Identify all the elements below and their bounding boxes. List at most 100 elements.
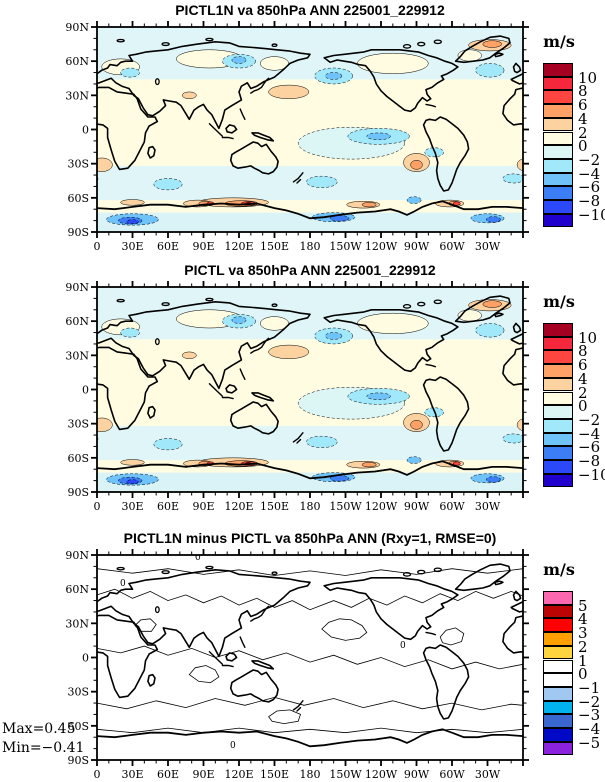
lon-tick-label: 120W [365,240,398,253]
colorbar-cell [543,350,573,365]
lat-tick-label: 60N [65,583,89,596]
lat-tick-label: 60S [67,192,89,205]
lon-tick-label: 150E [260,768,289,781]
colorbar-cell [543,700,573,715]
lon-tick-label: 0 [94,768,101,781]
colorbar-cell [543,473,573,488]
zero-contour-label: 0 [195,553,201,563]
lon-tick-label: 0 [94,240,101,253]
lon-tick-label: 120W [365,500,398,513]
lon-tick-label: 120E [224,240,253,253]
colorbar-cell [543,604,573,619]
colorbar-tick-label: 4 [578,109,588,128]
lon-tick-label: 150E [260,240,289,253]
colorbar-cell [543,418,573,433]
colorbar-cell [543,618,573,633]
lon-tick-label: 60E [157,240,179,253]
lon-tick-label: 0 [94,500,101,513]
lon-tick-label: 90W [404,500,430,513]
zero-contour-label: 0 [400,641,406,651]
colorbar-cell [543,377,573,392]
field-stats: Max=0.45 Min=−0.41 [2,720,84,758]
colorbar-cell [543,336,573,351]
coastlines [97,563,523,748]
colorbar-units-label: m/s [543,292,575,311]
coastlines [97,295,523,480]
colorbar-cell [543,591,573,605]
axis-labels: 0 30E 60E 90E 120E 150E 180 150W 120W 90W 60W 30W 90… [65,281,500,513]
lat-tick-label: 30S [67,158,89,171]
colorbar-tick-label: 0 [578,665,588,684]
lon-tick-label: 150E [260,500,289,513]
lat-tick-label: 30N [65,89,89,102]
colorbar-cell [543,131,573,146]
colorbar-cell [543,460,573,474]
colorbar-tick-label: 3 [578,624,588,643]
lat-tick-label: 0 [82,384,89,397]
colorbar-cell [543,673,573,687]
lon-tick-label: 30W [475,500,501,513]
stat-min: Min=−0.41 [2,740,85,756]
lon-tick-label: 150W [329,240,362,253]
colorbar-tick-label: 10 [578,328,598,347]
lat-tick-label: 30N [65,617,89,630]
axis-labels: 0 30E 60E 90E 120E 150E 180 150W 120W 90W 60W 30W 90… [65,549,500,781]
lon-tick-label: 60E [157,500,179,513]
colorbar-cell [543,63,573,77]
colorbar-cell [543,104,573,118]
colorbar-tick-label: −8 [578,192,601,210]
colorbar-tick-label: −10 [578,465,605,484]
colorbar-cell [543,200,573,214]
colorbar-tick-label: 8 [578,82,588,101]
lon-tick-label: 120E [224,500,253,513]
lat-tick-label: 90S [67,754,89,767]
colorbar-units-label: m/s [543,560,575,579]
colorbar-tick-label: 4 [578,369,588,388]
colorbar-cell [543,446,573,460]
colorbar-cell [543,186,573,200]
stat-max: Max=0.45 [2,721,76,737]
axis-ticks [91,549,529,766]
colorbar: m/s 10 8 6 4 2 0 −2 −4 −6 −8 −10 [540,290,605,505]
colorbar-tick-label: 10 [578,68,598,87]
colorbar-tick-label: −4 [578,164,601,183]
lon-tick-label: 30E [121,768,143,781]
colorbar-tick-label: 4 [578,610,588,629]
lat-tick-label: 90N [65,21,89,34]
lat-tick-label: 0 [82,652,89,665]
contour-fill-layer [97,287,523,492]
colorbar-tick-label: 6 [578,356,588,375]
lon-tick-label: 90E [192,768,214,781]
axis-ticks [91,281,529,498]
map-pictl: 0 30E 60E 90E 120E 150E 180 150W 120W 90W 60W 30W 90… [65,281,529,513]
zero-contour-label: 0 [120,579,126,589]
map-difference: 0 0 0 0 0 30E 60E 90E 120E 150E 180 150W 120W 90W 60W 3… [65,549,529,781]
colorbar-tick-label: 6 [578,96,588,115]
lat-tick-label: 30S [67,418,89,431]
colorbar-tick-label: 8 [578,342,588,361]
lon-tick-label: 120E [224,768,253,781]
lat-tick-label: 60S [67,720,89,733]
colorbar-tick-label: −2 [578,692,601,711]
colorbar-tick-label: 2 [578,123,588,142]
lat-tick-label: 0 [82,124,89,137]
colorbar-cell [543,90,573,105]
lon-tick-label: 60E [157,768,179,781]
lat-tick-label: 60N [65,55,89,68]
colorbar-tick-label: −10 [578,205,605,224]
colorbar-cell [543,158,573,173]
lon-tick-label: 30E [121,500,143,513]
colorbar-tick-label: −8 [578,452,601,470]
lon-tick-label: 180 [300,240,321,253]
colorbar-cell [543,76,573,91]
colorbar-cell [543,172,573,187]
lon-tick-label: 60W [439,768,465,781]
lon-tick-label: 180 [300,500,321,513]
colorbar-tick-label: 2 [578,637,588,656]
contour-line-layer: 0 0 0 0 [97,553,523,760]
colorbar-cell [543,728,573,742]
colorbar: m/s 10 8 6 4 2 0 −2 −4 −6 −8 −10 [540,30,605,245]
lon-tick-label: 90E [192,500,214,513]
colorbar-tick-label: −1 [578,678,601,697]
colorbar-tick-label: −2 [578,410,601,429]
